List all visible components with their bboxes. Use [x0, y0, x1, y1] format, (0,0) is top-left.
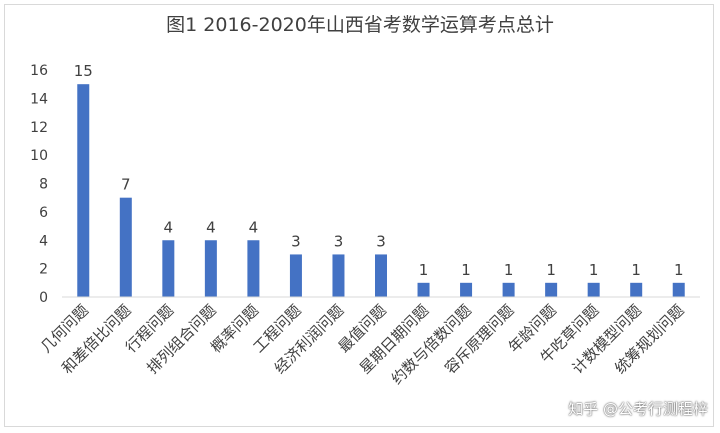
bar [332, 254, 345, 297]
bar [375, 254, 387, 297]
x-axis-labels: 几何问题和差倍比问题行程问题排列组合问题概率问题工程问题经济利润问题最值问题星期… [37, 301, 688, 388]
y-tick-label: 0 [39, 290, 48, 306]
bar [672, 282, 685, 297]
bar [77, 84, 90, 297]
bar [162, 240, 175, 297]
data-label: 3 [376, 232, 386, 250]
bar [587, 282, 600, 297]
bar [204, 240, 217, 297]
bar [119, 197, 132, 297]
y-tick-label: 16 [30, 63, 48, 79]
y-tick-label: 8 [39, 177, 48, 193]
y-tick-label: 14 [30, 91, 48, 107]
data-label: 3 [334, 232, 344, 250]
data-label: 1 [674, 261, 684, 279]
data-label: 4 [249, 218, 259, 236]
y-tick-label: 4 [39, 233, 48, 249]
bar [630, 282, 643, 297]
y-tick-label: 6 [39, 205, 48, 221]
data-label: 4 [164, 218, 174, 236]
bar [460, 282, 473, 297]
bar [545, 282, 558, 297]
data-label: 1 [504, 261, 514, 279]
data-labels: 15 7 4 4 4 3 3 3 1 1 1 1 1 1 1 [74, 62, 684, 279]
bar [289, 254, 302, 297]
data-label: 3 [291, 232, 301, 250]
y-tick-label: 10 [30, 148, 48, 164]
bar [247, 240, 260, 297]
y-tick-label: 12 [30, 120, 48, 136]
bar [502, 282, 515, 297]
data-label: 1 [631, 261, 641, 279]
watermark-text: 知乎 @公考行测程梓 [568, 400, 708, 418]
data-label: 1 [589, 261, 599, 279]
bar [417, 282, 430, 297]
data-label: 1 [461, 261, 471, 279]
y-axis: 0 2 4 6 8 10 12 14 16 [30, 63, 48, 306]
bars [77, 84, 685, 297]
data-label: 1 [546, 261, 556, 279]
data-label: 15 [74, 62, 93, 80]
y-tick-label: 2 [39, 262, 48, 278]
data-label: 4 [206, 218, 216, 236]
data-label: 1 [419, 261, 429, 279]
data-label: 7 [121, 176, 131, 194]
chart-title: 图1 2016-2020年山西省考数学运算考点总计 [166, 14, 554, 36]
